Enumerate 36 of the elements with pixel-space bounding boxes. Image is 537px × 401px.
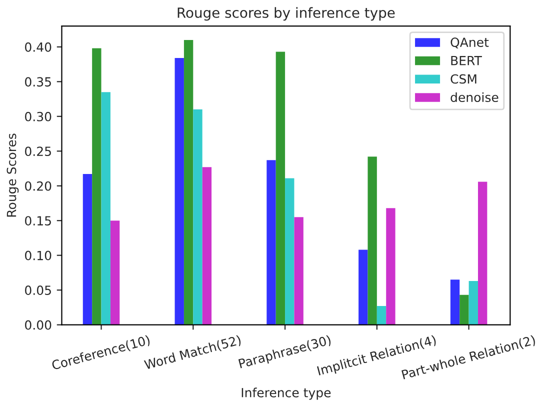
bar	[101, 92, 110, 325]
bar	[386, 208, 396, 325]
y-tick-label: 0.20	[25, 181, 52, 191]
bar	[450, 280, 460, 325]
y-axis-title: Rouge Scores	[6, 134, 19, 217]
bar	[184, 40, 194, 325]
bar	[294, 217, 304, 325]
legend-label: denoise	[450, 92, 498, 102]
bar	[478, 182, 488, 325]
bar	[376, 306, 386, 325]
legend-label: CSM	[450, 74, 476, 84]
y-tick-label: 0.15	[25, 216, 51, 226]
bar	[358, 250, 368, 325]
y-tick-label: 0.40	[25, 42, 52, 52]
bar	[368, 156, 377, 325]
legend-label: QAnet	[450, 38, 489, 48]
y-tick-label: 0.10	[25, 250, 52, 260]
bar	[92, 48, 102, 325]
bar	[266, 160, 276, 325]
y-tick-label: 0.05	[25, 286, 51, 295]
bar	[276, 52, 286, 325]
chart-title: Rouge scores by inference type	[178, 7, 395, 21]
y-tick-label: 0.25	[25, 146, 51, 156]
bar	[82, 174, 92, 325]
bar	[193, 109, 202, 325]
bar	[285, 178, 294, 325]
y-tick-label: 0.35	[25, 77, 51, 87]
bar	[202, 167, 212, 325]
legend-label: BERT	[451, 56, 482, 66]
y-tick-label: 0.30	[25, 112, 52, 122]
y-tick-label: 0.00	[25, 320, 52, 330]
bar	[110, 220, 120, 325]
x-axis-title: Inference type	[242, 388, 331, 400]
bar	[468, 281, 478, 325]
bar	[460, 294, 469, 325]
bar	[174, 58, 184, 325]
